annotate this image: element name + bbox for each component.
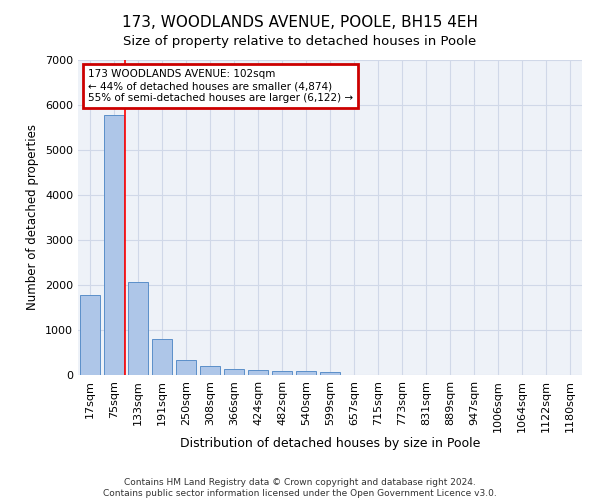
Text: Size of property relative to detached houses in Poole: Size of property relative to detached ho… [124, 35, 476, 48]
Bar [296, 371, 316, 375]
Bar [80, 295, 100, 375]
Bar [152, 339, 172, 375]
Bar [224, 370, 244, 375]
Bar [176, 360, 196, 375]
Bar [320, 372, 340, 375]
Bar [128, 282, 148, 375]
Bar [104, 115, 124, 375]
Text: 173, WOODLANDS AVENUE, POOLE, BH15 4EH: 173, WOODLANDS AVENUE, POOLE, BH15 4EH [122, 15, 478, 30]
Bar [200, 366, 220, 375]
Bar [248, 370, 268, 375]
Text: 173 WOODLANDS AVENUE: 102sqm
← 44% of detached houses are smaller (4,874)
55% of: 173 WOODLANDS AVENUE: 102sqm ← 44% of de… [88, 70, 353, 102]
Y-axis label: Number of detached properties: Number of detached properties [26, 124, 40, 310]
X-axis label: Distribution of detached houses by size in Poole: Distribution of detached houses by size … [180, 438, 480, 450]
Bar [272, 370, 292, 375]
Text: Contains HM Land Registry data © Crown copyright and database right 2024.
Contai: Contains HM Land Registry data © Crown c… [103, 478, 497, 498]
